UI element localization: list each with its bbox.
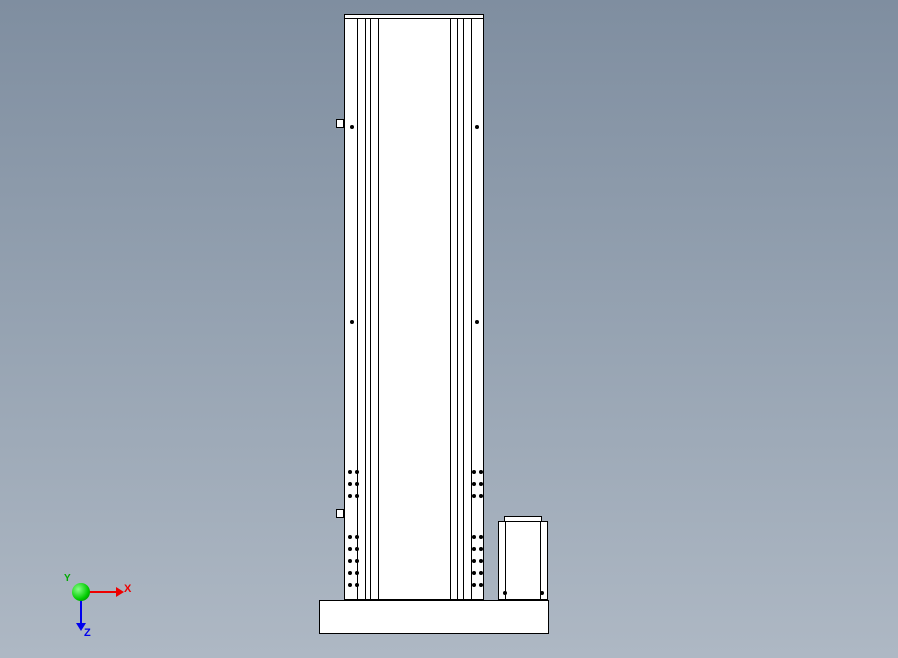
bolt — [479, 583, 483, 587]
bolt — [348, 583, 352, 587]
bolt — [472, 470, 476, 474]
side-nub — [336, 119, 344, 128]
base-plate — [319, 600, 549, 634]
cad-viewport[interactable]: X Z Y — [0, 0, 898, 658]
rail-edge — [471, 18, 472, 600]
bolt — [472, 559, 476, 563]
bolt — [479, 571, 483, 575]
x-axis-arrow-icon — [116, 587, 124, 597]
bolt — [348, 559, 352, 563]
bolt — [479, 470, 483, 474]
bolt — [355, 482, 359, 486]
profile-edge — [365, 18, 366, 600]
bolt — [350, 125, 354, 129]
bolt — [348, 547, 352, 551]
coordinate-triad[interactable]: X Z Y — [62, 555, 122, 615]
bolt — [472, 482, 476, 486]
bolt — [348, 470, 352, 474]
bolt — [348, 482, 352, 486]
bolt — [475, 320, 479, 324]
profile-line — [370, 18, 371, 600]
bolt — [355, 535, 359, 539]
bolt — [472, 494, 476, 498]
motor-bolt — [540, 591, 544, 595]
motor-edge — [505, 521, 506, 600]
bolt — [348, 571, 352, 575]
bolt — [475, 125, 479, 129]
profile-edge — [463, 18, 464, 600]
motor-edge — [540, 521, 541, 600]
bolt — [479, 535, 483, 539]
y-axis-label: Y — [64, 573, 71, 584]
x-axis-line — [88, 591, 118, 593]
profile-edge — [378, 18, 379, 600]
bolt — [355, 559, 359, 563]
bolt — [472, 535, 476, 539]
bolt — [472, 571, 476, 575]
x-axis-label: X — [124, 583, 131, 595]
bolt — [355, 547, 359, 551]
bolt — [348, 494, 352, 498]
side-nub — [336, 509, 344, 518]
z-axis-label: Z — [84, 627, 91, 639]
triad-origin-icon — [72, 583, 90, 601]
bolt — [472, 583, 476, 587]
bolt — [348, 535, 352, 539]
bolt — [479, 559, 483, 563]
bolt — [350, 320, 354, 324]
bolt — [355, 494, 359, 498]
bolt — [355, 470, 359, 474]
motor-bolt — [503, 591, 507, 595]
bolt — [479, 547, 483, 551]
bolt — [479, 494, 483, 498]
rail-edge — [357, 18, 358, 600]
bolt — [479, 482, 483, 486]
profile-line — [457, 18, 458, 600]
bolt — [472, 547, 476, 551]
z-axis-line — [80, 599, 82, 625]
bolt — [355, 571, 359, 575]
bolt — [355, 583, 359, 587]
profile-edge — [450, 18, 451, 600]
